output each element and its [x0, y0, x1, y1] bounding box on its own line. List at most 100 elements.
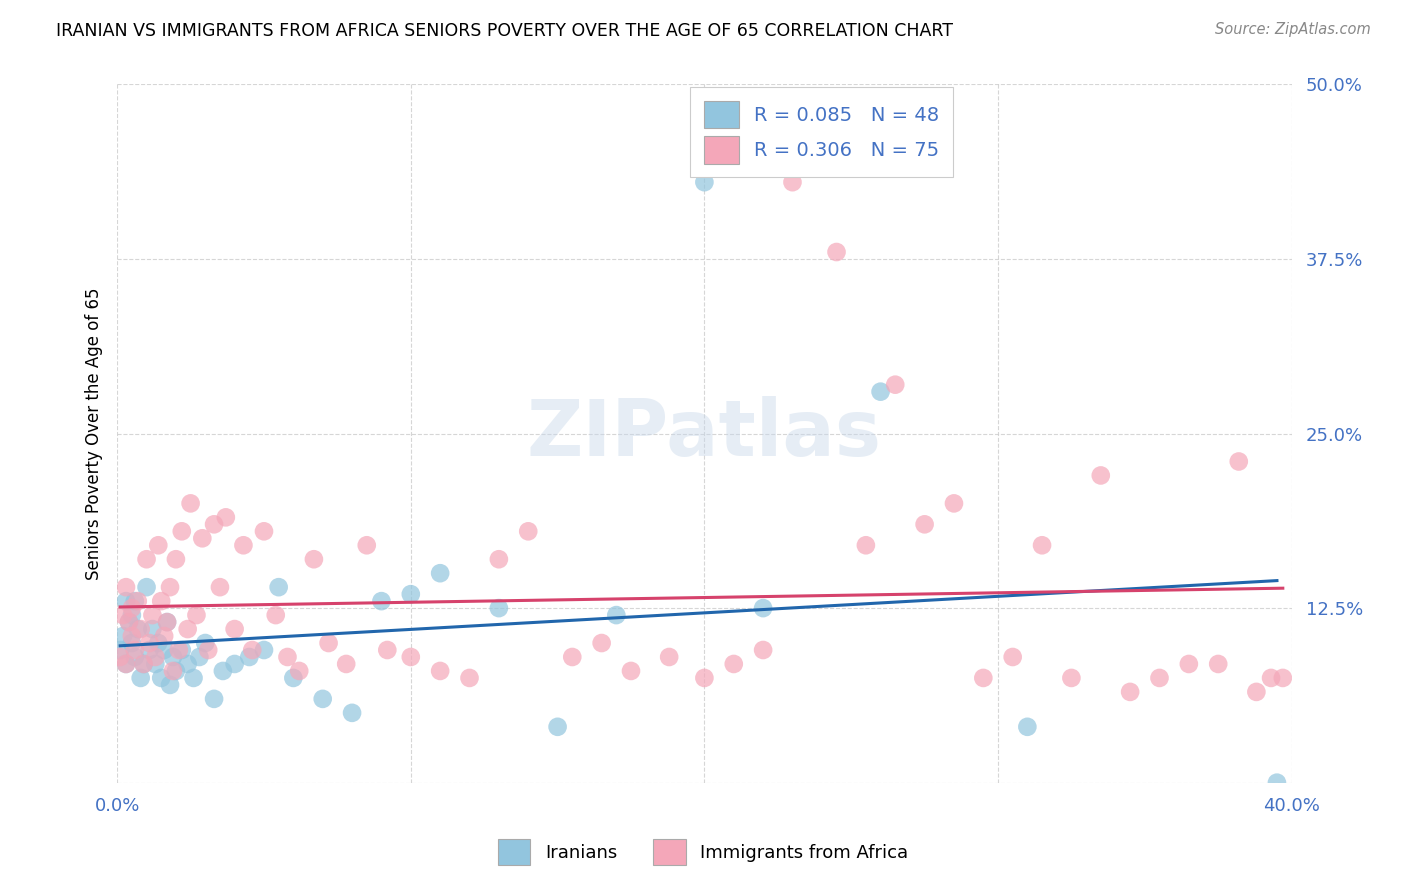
Point [1178, 657, 1201, 671]
Point [121, 601, 143, 615]
Point [276, 650, 298, 665]
Point [1001, 650, 1024, 665]
Point [561, 650, 583, 665]
Point [153, 643, 176, 657]
Point [488, 601, 510, 615]
Point [156, 615, 179, 629]
Point [1149, 671, 1171, 685]
Point [1265, 775, 1288, 789]
Point [972, 671, 994, 685]
Point [884, 377, 907, 392]
Point [115, 657, 138, 671]
Point [517, 524, 540, 539]
Point [135, 580, 157, 594]
Point [723, 657, 745, 671]
Point [312, 692, 335, 706]
Point [129, 622, 152, 636]
Point [1206, 657, 1229, 671]
Point [240, 643, 263, 657]
Point [121, 636, 143, 650]
Point [112, 629, 135, 643]
Point [620, 664, 643, 678]
Point [752, 601, 775, 615]
Point [156, 615, 179, 629]
Point [215, 510, 238, 524]
Point [124, 594, 146, 608]
Point [129, 671, 152, 685]
Point [869, 384, 891, 399]
Point [1017, 720, 1039, 734]
Point [1119, 685, 1142, 699]
Point [429, 566, 451, 581]
Point [458, 671, 481, 685]
Point [148, 538, 170, 552]
Point [208, 580, 231, 594]
Point [356, 538, 378, 552]
Point [180, 496, 202, 510]
Point [1060, 671, 1083, 685]
Point [429, 664, 451, 678]
Point [108, 643, 131, 657]
Point [370, 594, 392, 608]
Text: IRANIAN VS IMMIGRANTS FROM AFRICA SENIORS POVERTY OVER THE AGE OF 65 CORRELATION: IRANIAN VS IMMIGRANTS FROM AFRICA SENIOR… [56, 22, 953, 40]
Point [118, 615, 141, 629]
Point [118, 615, 141, 629]
Point [162, 650, 184, 665]
Text: ZIPatlas: ZIPatlas [527, 395, 882, 472]
Point [224, 622, 246, 636]
Point [283, 671, 305, 685]
Point [121, 629, 143, 643]
Point [127, 594, 149, 608]
Point [159, 678, 181, 692]
Point [165, 664, 187, 678]
Point [375, 643, 398, 657]
Point [121, 608, 143, 623]
Point [752, 643, 775, 657]
Point [1246, 685, 1268, 699]
Point [591, 636, 613, 650]
Point [141, 622, 163, 636]
Point [143, 657, 166, 671]
Point [267, 580, 290, 594]
Legend: Iranians, Immigrants from Africa: Iranians, Immigrants from Africa [489, 830, 917, 874]
Point [693, 175, 716, 189]
Point [224, 657, 246, 671]
Point [150, 671, 173, 685]
Point [143, 650, 166, 665]
Point [115, 594, 138, 608]
Point [170, 524, 193, 539]
Point [124, 643, 146, 657]
Point [232, 538, 254, 552]
Point [253, 524, 276, 539]
Point [238, 650, 260, 665]
Point [693, 671, 716, 685]
Point [124, 650, 146, 665]
Point [202, 517, 225, 532]
Point [264, 608, 287, 623]
Point [115, 657, 138, 671]
Point [488, 552, 510, 566]
Point [115, 580, 138, 594]
Point [148, 636, 170, 650]
Point [288, 664, 311, 678]
Legend: R = 0.085   N = 48, R = 0.306   N = 75: R = 0.085 N = 48, R = 0.306 N = 75 [690, 87, 953, 178]
Point [167, 643, 190, 657]
Point [150, 594, 173, 608]
Point [186, 608, 208, 623]
Point [318, 636, 340, 650]
Point [165, 552, 187, 566]
Point [212, 664, 235, 678]
Point [176, 622, 198, 636]
Point [188, 650, 211, 665]
Point [159, 580, 181, 594]
Point [176, 657, 198, 671]
Point [141, 608, 163, 623]
Point [855, 538, 877, 552]
Point [170, 643, 193, 657]
Point [197, 643, 219, 657]
Point [825, 245, 848, 260]
Point [202, 692, 225, 706]
Point [191, 531, 214, 545]
Point [1227, 454, 1250, 468]
Point [253, 643, 276, 657]
